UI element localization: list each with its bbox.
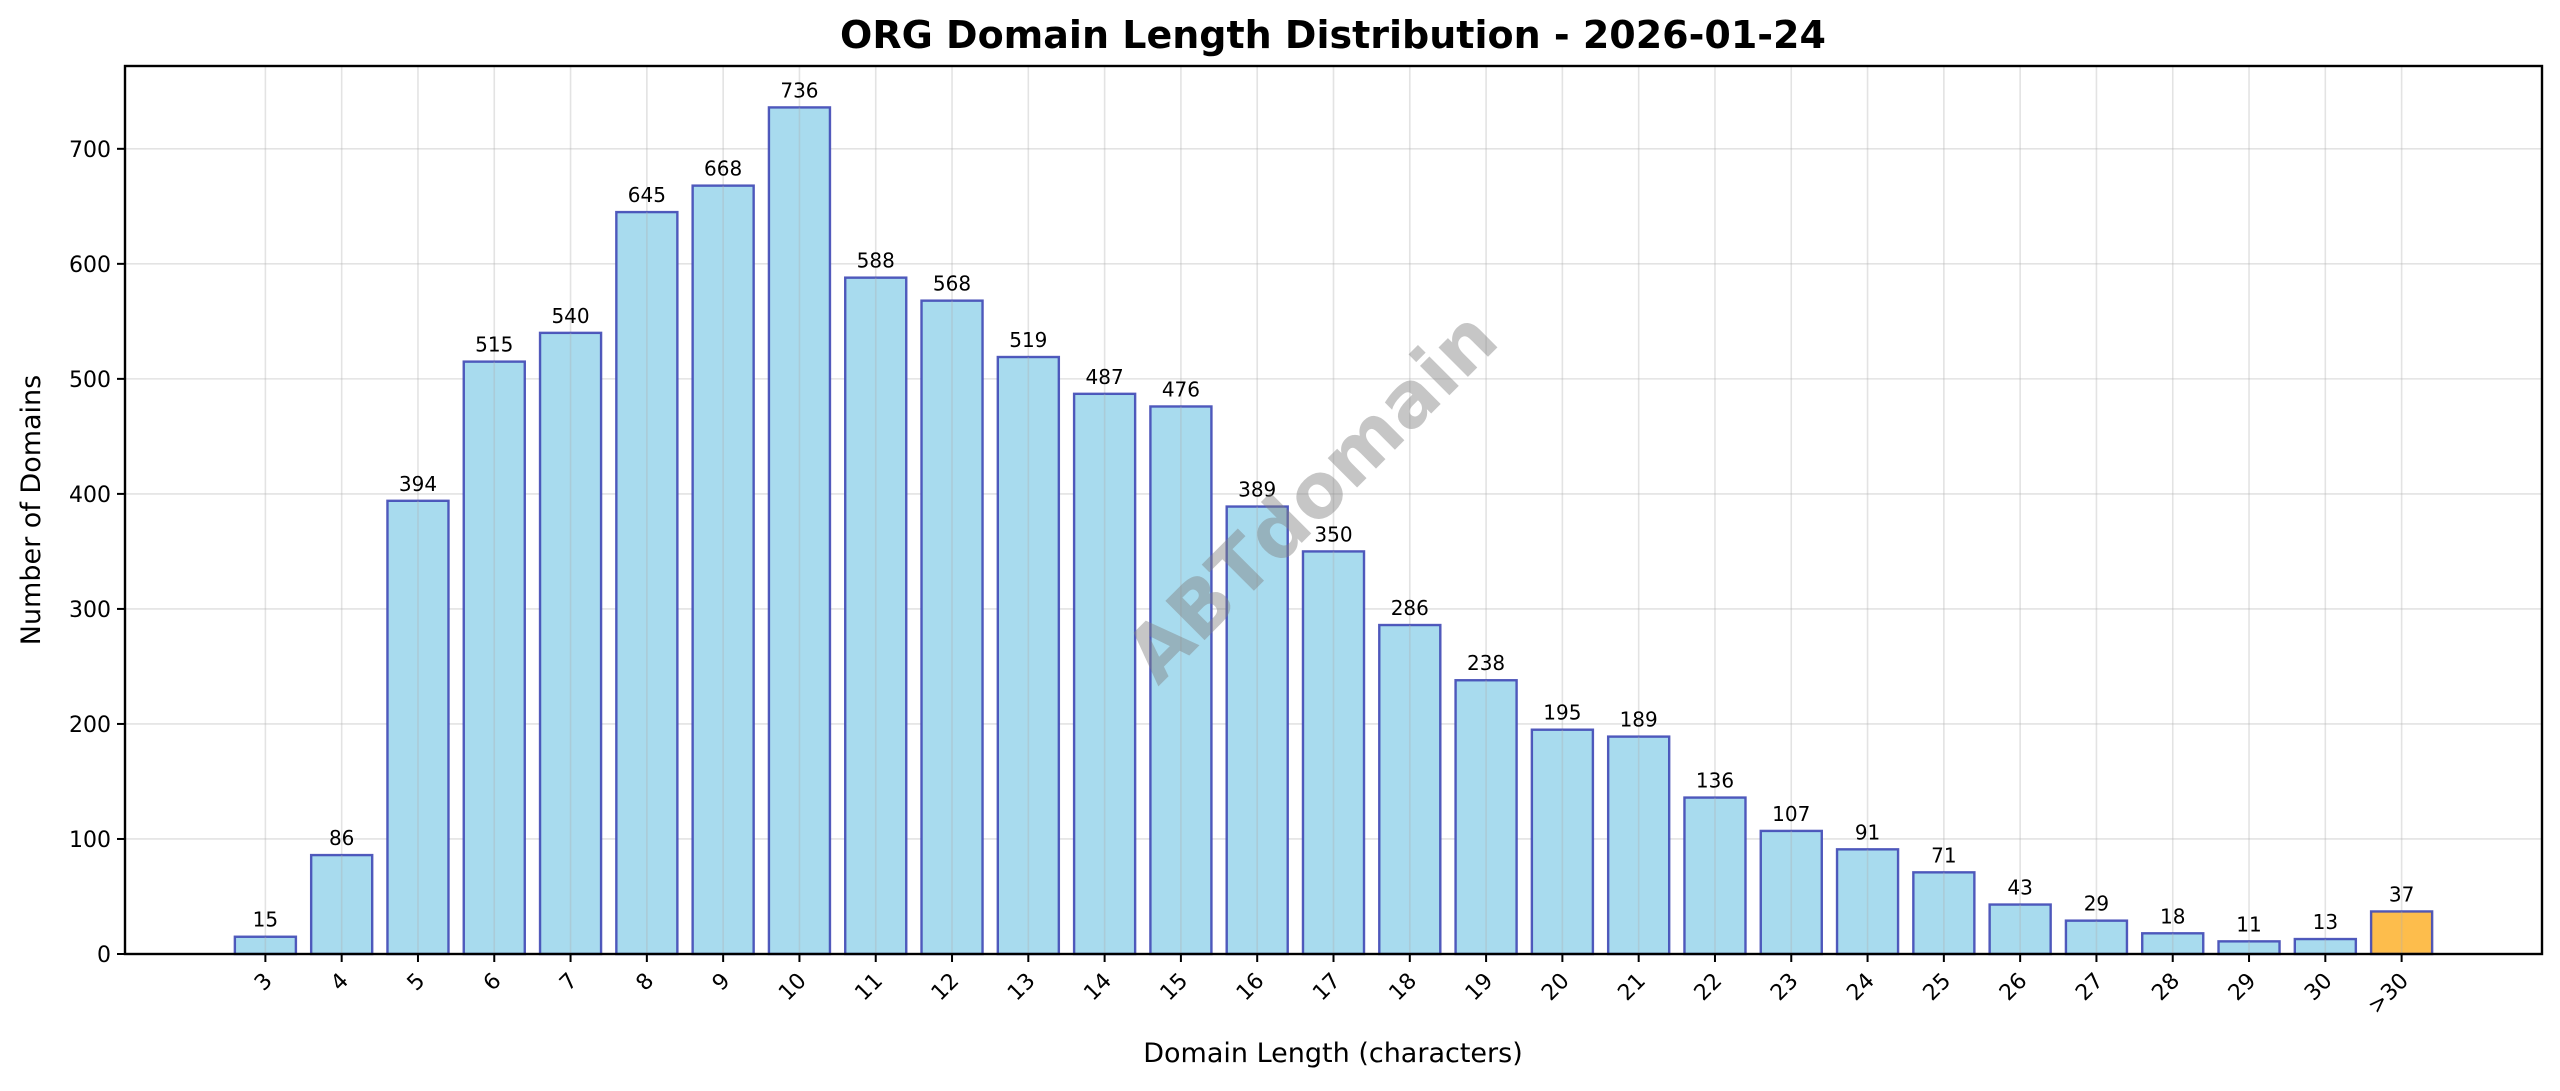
x-tick-label: 16 [1232, 969, 1269, 1006]
y-tick-label: 500 [69, 368, 111, 393]
x-tick-label: 11 [851, 969, 888, 1006]
bar [1454, 679, 1518, 956]
data-label: 136 [1696, 769, 1734, 793]
x-tick-label: 21 [1613, 969, 1650, 1006]
data-label: 43 [2007, 876, 2032, 900]
chart-title: ORG Domain Length Distribution - 2026-01… [840, 13, 1826, 57]
x-tick-label: 27 [2071, 969, 2108, 1006]
x-tick-label: 5 [403, 969, 431, 997]
bar [1149, 405, 1213, 956]
bar [920, 299, 984, 956]
x-tick-label: 3 [250, 969, 278, 997]
bar [844, 276, 908, 956]
x-tick-label: 13 [1003, 969, 1040, 1006]
x-tick-label: 17 [1308, 969, 1345, 1006]
data-label: 91 [1855, 820, 1880, 844]
data-label: 13 [2313, 910, 2338, 934]
y-tick-label: 600 [69, 253, 111, 278]
data-label: 568 [933, 272, 971, 296]
x-tick-label: 18 [1385, 969, 1422, 1006]
bar [1988, 903, 2052, 956]
data-label: 238 [1467, 651, 1505, 675]
data-label: 476 [1162, 377, 1200, 401]
bar [691, 184, 755, 956]
data-label: 394 [399, 472, 437, 496]
bar [462, 360, 526, 956]
x-tick-label: 19 [1461, 969, 1498, 1006]
x-axis-label: Domain Length (characters) [1143, 1038, 1523, 1069]
data-label: 189 [1620, 708, 1658, 732]
bar [1683, 796, 1747, 956]
data-label: 71 [1931, 843, 1956, 867]
x-tick-label: 26 [1995, 969, 2032, 1006]
data-label: 389 [1238, 478, 1276, 502]
data-label: 588 [857, 249, 895, 273]
bar [2369, 910, 2434, 956]
bar [1072, 392, 1137, 956]
data-label: 86 [329, 826, 354, 850]
x-tick-label: >30 [2363, 969, 2414, 1020]
x-tick-label: 9 [708, 969, 736, 997]
x-tick-label: 14 [1079, 969, 1116, 1006]
data-label: 11 [2236, 912, 2261, 936]
data-label: 519 [1009, 328, 1047, 352]
bar [767, 106, 832, 956]
x-tick-label: 25 [1919, 969, 1956, 1006]
data-label: 29 [2084, 892, 2109, 916]
data-label: 645 [628, 183, 666, 207]
bar [1225, 505, 1289, 956]
bar [996, 355, 1061, 956]
data-label: 286 [1391, 596, 1429, 620]
bar [1530, 728, 1595, 956]
x-axis: 3 4 5 6 7 8 9 10 11 12 13 14 15 16 17 18 19 20 21 22 23 24 25 2… [250, 954, 2414, 1019]
x-tick-label: 7 [555, 969, 583, 997]
data-label: 195 [1543, 701, 1581, 725]
data-label: 668 [704, 157, 742, 181]
x-tick-label: 22 [1690, 969, 1727, 1006]
x-tick-label: 24 [1842, 969, 1879, 1006]
x-tick-label: 30 [2300, 969, 2337, 1006]
bar [538, 331, 603, 956]
data-label: 37 [2389, 882, 2414, 906]
y-tick-label: 300 [69, 598, 111, 623]
y-tick-label: 700 [69, 138, 111, 163]
data-label: 515 [475, 333, 513, 357]
y-tick-label: 400 [69, 483, 111, 508]
bar [1759, 829, 1823, 956]
x-tick-label: 20 [1537, 969, 1574, 1006]
bar [1912, 871, 1976, 956]
data-label: 540 [551, 304, 589, 328]
x-tick-label: 8 [632, 969, 660, 997]
x-tick-label: 28 [2148, 969, 2185, 1006]
bar [1301, 550, 1366, 956]
data-label: 350 [1314, 522, 1352, 546]
bars [233, 106, 2434, 956]
x-tick-label: 4 [326, 969, 354, 997]
y-axis: 0 100 200 300 400 500 600 700 [69, 138, 125, 968]
x-tick-label: 10 [774, 969, 811, 1006]
x-tick-label: 15 [1156, 969, 1193, 1006]
bar [1835, 848, 1900, 956]
bar [1606, 735, 1671, 956]
bar [1378, 623, 1442, 956]
y-axis-label: Number of Domains [16, 375, 47, 646]
data-label: 487 [1086, 365, 1124, 389]
x-tick-label: 6 [479, 969, 507, 997]
x-tick-label: 23 [1766, 969, 1803, 1006]
y-tick-label: 200 [69, 713, 111, 738]
bar [615, 210, 679, 956]
y-tick-label: 100 [69, 828, 111, 853]
data-label: 18 [2160, 904, 2185, 928]
data-label: 107 [1772, 802, 1810, 826]
x-tick-label: 29 [2224, 969, 2261, 1006]
y-tick-label: 0 [97, 943, 111, 968]
data-labels: 15 86 394 515 540 645 668 736 588 568 519 487 476 389… [253, 78, 2415, 936]
x-tick-label: 12 [927, 969, 964, 1006]
data-label: 736 [780, 78, 818, 102]
data-label: 15 [253, 908, 278, 932]
